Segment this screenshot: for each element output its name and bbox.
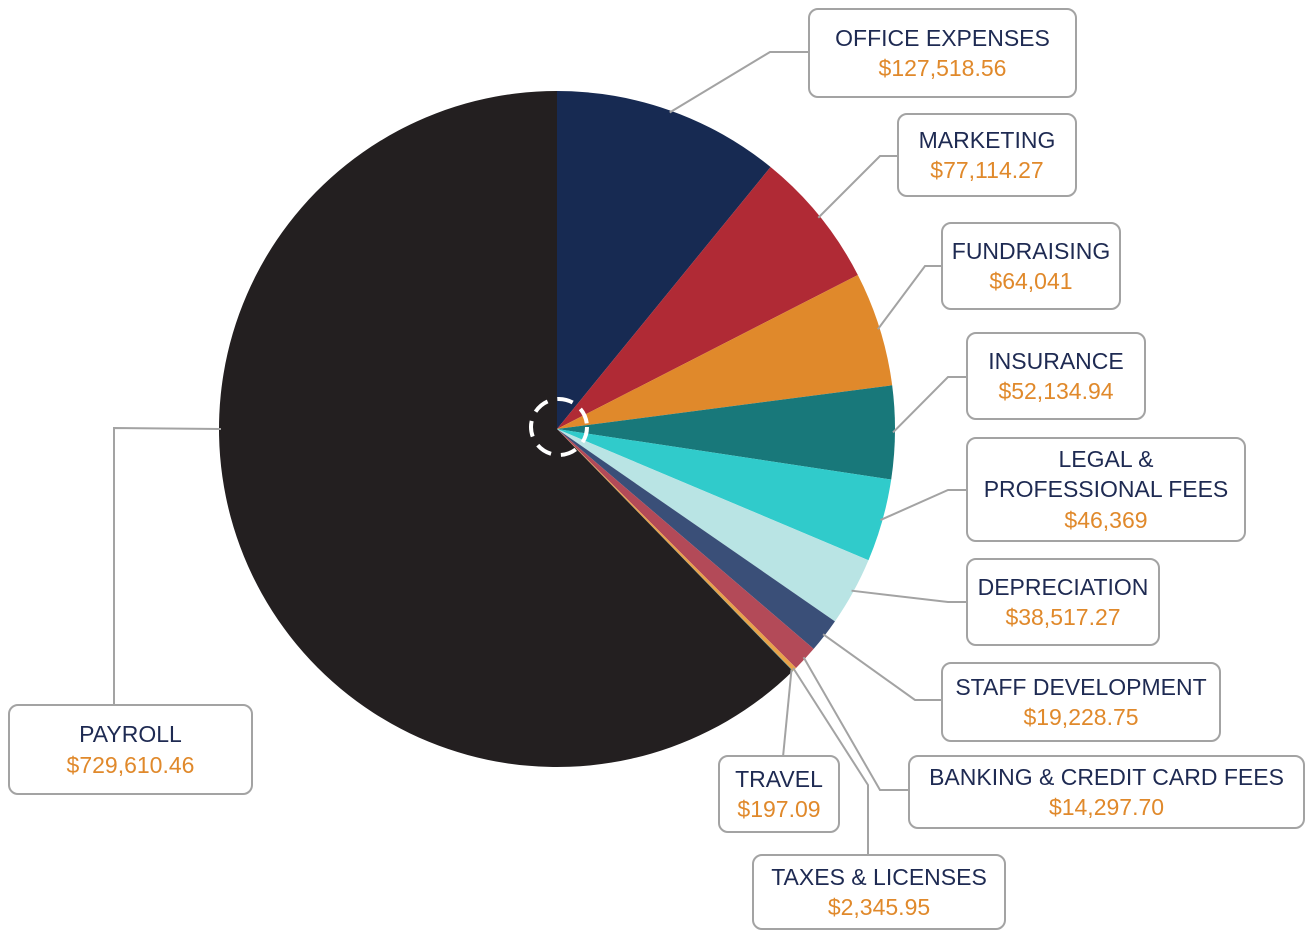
leader-line	[792, 667, 869, 854]
pie-slice	[557, 429, 835, 649]
center-marker	[529, 397, 589, 457]
category-label: FUNDRAISING	[951, 237, 1111, 264]
leader-line	[817, 155, 897, 219]
label-box: OFFICE EXPENSES $127,518.56	[808, 8, 1077, 98]
value-label: $46,369	[1064, 506, 1148, 533]
label-box: DEPRECIATION $38,517.27	[966, 558, 1160, 646]
category-label: DEPRECIATION	[977, 573, 1149, 600]
pie-slice	[557, 429, 869, 622]
pie-slice	[557, 429, 797, 671]
pie-slice	[557, 91, 771, 429]
value-label: $197.09	[737, 796, 821, 822]
label-box: BANKING & CREDIT CARD FEES $14,297.70	[908, 755, 1305, 829]
leader-line	[822, 633, 941, 701]
label-box: TAXES & LICENSES $2,345.95	[752, 854, 1006, 930]
leader-line	[802, 656, 908, 791]
label-box: LEGAL & PROFESSIONAL FEES $46,369	[966, 437, 1246, 542]
category-label: STAFF DEVELOPMENT	[955, 673, 1207, 700]
label-box: FUNDRAISING $64,041	[941, 222, 1121, 310]
label-box: INSURANCE $52,134.94	[966, 332, 1146, 420]
value-label: $77,114.27	[930, 157, 1044, 183]
value-label: $19,228.75	[1023, 704, 1139, 730]
value-label: $38,517.27	[1005, 604, 1121, 630]
leader-line	[669, 51, 808, 114]
category-label: TAXES & LICENSES	[771, 863, 987, 890]
category-label: LEGAL & PROFESSIONAL FEES	[983, 445, 1229, 503]
leader-line	[880, 489, 966, 521]
value-label: $127,518.56	[878, 55, 1007, 81]
leader-line	[892, 376, 966, 434]
value-label: $64,041	[989, 268, 1073, 294]
pie-slice	[557, 429, 794, 672]
category-label: TRAVEL	[735, 765, 823, 792]
pie-slice	[557, 429, 892, 561]
value-label: $2,345.95	[827, 894, 931, 920]
pie-slice	[218, 91, 793, 767]
label-box: PAYROLL $729,610.46	[8, 704, 253, 795]
label-box: TRAVEL $197.09	[718, 755, 840, 833]
category-label: OFFICE EXPENSES	[835, 24, 1050, 51]
category-label: BANKING & CREDIT CARD FEES	[929, 763, 1284, 790]
leader-line	[877, 265, 941, 330]
pie-slice	[557, 274, 893, 429]
category-label: PAYROLL	[79, 721, 182, 748]
leader-line	[851, 589, 966, 603]
value-label: $729,610.46	[66, 751, 195, 778]
leader-line	[113, 426, 222, 704]
value-label: $14,297.70	[1048, 794, 1165, 820]
label-box: MARKETING $77,114.27	[897, 113, 1077, 197]
pie-slice	[557, 429, 814, 668]
leader-line	[782, 669, 793, 758]
value-label: $52,134.94	[998, 378, 1114, 404]
pie-slice	[557, 167, 858, 429]
pie-slice	[557, 385, 895, 480]
category-label: INSURANCE	[988, 347, 1124, 374]
category-label: MARKETING	[918, 126, 1056, 153]
label-box: STAFF DEVELOPMENT $19,228.75	[941, 662, 1221, 742]
